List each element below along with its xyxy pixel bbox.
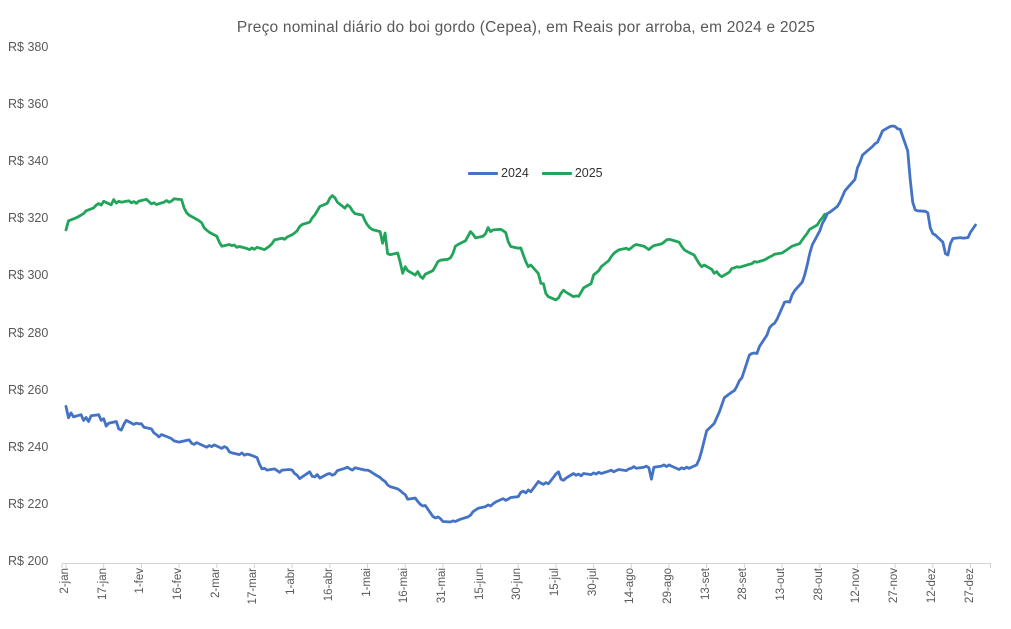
x-axis-label: 15-jul bbox=[548, 568, 561, 597]
x-axis-label: 30-jul bbox=[586, 568, 599, 597]
y-axis-label: R$ 340 bbox=[8, 154, 49, 169]
x-axis-label: 12-dez bbox=[925, 568, 938, 604]
y-axis-label: R$ 200 bbox=[8, 554, 49, 568]
x-axis-label: 2-mar bbox=[209, 568, 222, 599]
x-axis-label: 16-abr bbox=[322, 568, 335, 602]
x-axis-label: 16-mai bbox=[398, 568, 411, 604]
x-axis-label: 12-nov bbox=[850, 568, 863, 604]
x-axis-label: 2-jan bbox=[59, 568, 71, 594]
x-axis-label: 30-jun bbox=[511, 568, 524, 600]
y-axis-label: R$ 280 bbox=[8, 325, 49, 340]
x-axis-label: 1-fev bbox=[134, 568, 147, 594]
legend-item-2025: 2025 bbox=[541, 166, 603, 180]
legend-label: 2024 bbox=[501, 166, 529, 180]
x-axis-label: 28-set bbox=[737, 568, 750, 600]
legend-line-swatch bbox=[541, 171, 572, 175]
y-axis-label: R$ 300 bbox=[8, 268, 49, 283]
x-axis-label: 29-ago bbox=[662, 568, 674, 604]
legend-label: 2025 bbox=[574, 166, 603, 180]
y-axis-label: R$ 260 bbox=[8, 382, 49, 397]
y-axis-label: R$ 320 bbox=[8, 211, 49, 226]
y-axis-label: R$ 240 bbox=[8, 439, 49, 454]
series-2024-line bbox=[64, 124, 977, 524]
x-axis-label: 14-ago bbox=[624, 568, 637, 604]
x-axis-label: 1-abr bbox=[285, 568, 298, 595]
x-axis-label: 17-mar bbox=[247, 568, 260, 605]
x-axis-label: 15-jun bbox=[473, 568, 486, 600]
x-axis-label: 27-nov bbox=[888, 568, 901, 604]
y-axis-label: R$ 360 bbox=[8, 97, 49, 112]
y-axis-label: R$ 380 bbox=[8, 40, 49, 54]
legend-line-swatch bbox=[468, 171, 498, 175]
x-axis-label: 16-fev bbox=[172, 568, 185, 600]
x-axis-label: 1-mai bbox=[360, 568, 373, 597]
legend-item-2024: 2024 bbox=[468, 166, 529, 180]
legend: 2024 2025 bbox=[468, 166, 603, 180]
x-axis-label: 31-mai bbox=[435, 568, 448, 604]
series-2025-line bbox=[64, 194, 827, 302]
x-axis-label: 13-set bbox=[699, 568, 712, 600]
x-axis-label: 28-out bbox=[812, 568, 825, 601]
x-axis-label: 13-out bbox=[775, 568, 788, 601]
y-axis-label: R$ 220 bbox=[8, 496, 49, 511]
x-axis-label: 27-dez bbox=[963, 568, 976, 604]
x-axis-label: 17-jan bbox=[96, 568, 109, 600]
chart-title: Preço nominal diário do boi gordo (Cepea… bbox=[236, 19, 816, 36]
